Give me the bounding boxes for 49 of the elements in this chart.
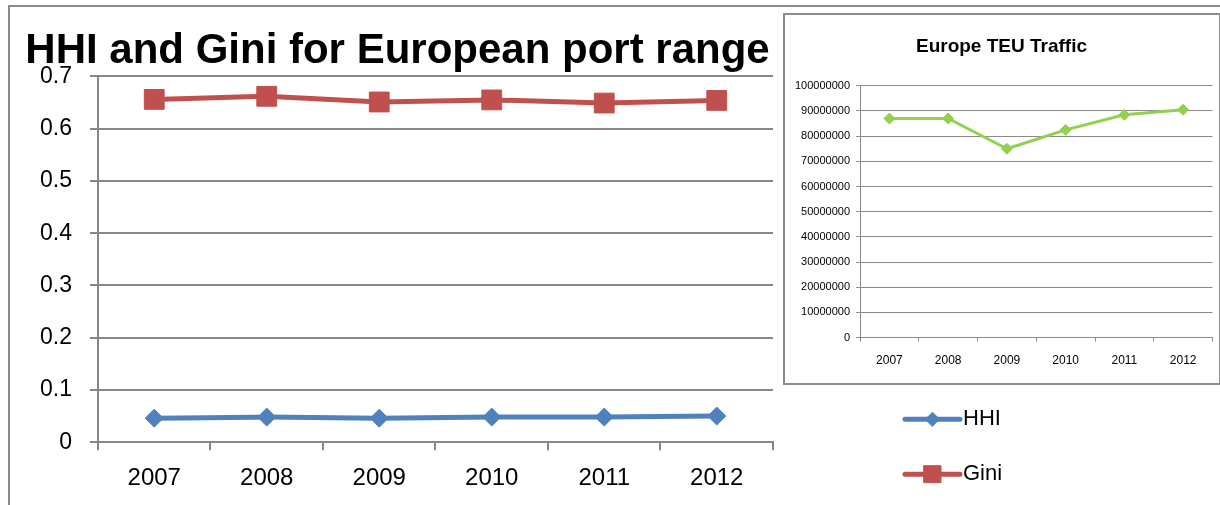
point: [256, 85, 278, 107]
y-tick-label: 0: [843, 330, 851, 343]
point: [1000, 142, 1013, 155]
y-tick-label: 0.3: [39, 270, 72, 297]
point: [1059, 123, 1072, 136]
point: [257, 407, 277, 427]
x-tick-label: 2012: [1169, 353, 1197, 368]
x-tick-label: 2010: [1052, 353, 1080, 368]
y-tick-label: 70000000: [801, 154, 851, 167]
point: [706, 90, 728, 111]
point: [143, 88, 165, 110]
point: [593, 92, 615, 114]
y-tick-label: 40000000: [801, 229, 851, 242]
x-tick-label: 2007: [127, 463, 181, 491]
y-tick-label: 80000000: [801, 129, 851, 142]
chart-title: Europe TEU Traffic: [915, 34, 1088, 56]
y-tick-label: 60000000: [801, 179, 851, 192]
x-tick-label: 2011: [1111, 353, 1138, 368]
y-tick-label: 0.2: [39, 323, 72, 350]
point: [482, 407, 502, 427]
point: [1118, 108, 1131, 121]
y-tick-label: 0.5: [39, 166, 72, 193]
point: [368, 91, 390, 113]
y-tick-label: 0.6: [39, 114, 72, 140]
point: [144, 408, 164, 428]
x-tick-label: 2007: [876, 353, 904, 368]
x-tick-label: 2010: [465, 463, 519, 491]
point: [707, 406, 727, 426]
point: [594, 407, 614, 427]
y-tick-label: 0.1: [39, 375, 72, 402]
legend-label: HHI: [963, 405, 1001, 431]
point: [481, 89, 503, 111]
y-tick-label: 0: [59, 427, 72, 454]
x-tick-label: 2009: [352, 463, 406, 491]
y-tick-label: 20000000: [801, 280, 851, 293]
legend-label: Gini: [963, 460, 1003, 486]
x-tick-label: 2008: [240, 463, 294, 491]
x-tick-label: 2012: [690, 463, 744, 491]
x-tick-label: 2008: [934, 353, 962, 368]
y-tick-label: 100000000: [795, 78, 851, 91]
y-tick-label: 0.4: [39, 218, 73, 245]
y-tick-label: 10000000: [801, 305, 851, 318]
x-tick-label: 2009: [993, 353, 1021, 368]
y-tick-label: 50000000: [801, 204, 851, 217]
point: [1177, 103, 1190, 116]
y-tick-label: 30000000: [801, 255, 851, 268]
x-tick-label: 2011: [578, 463, 631, 491]
y-tick-label: 90000000: [801, 104, 851, 117]
point: [369, 408, 389, 428]
